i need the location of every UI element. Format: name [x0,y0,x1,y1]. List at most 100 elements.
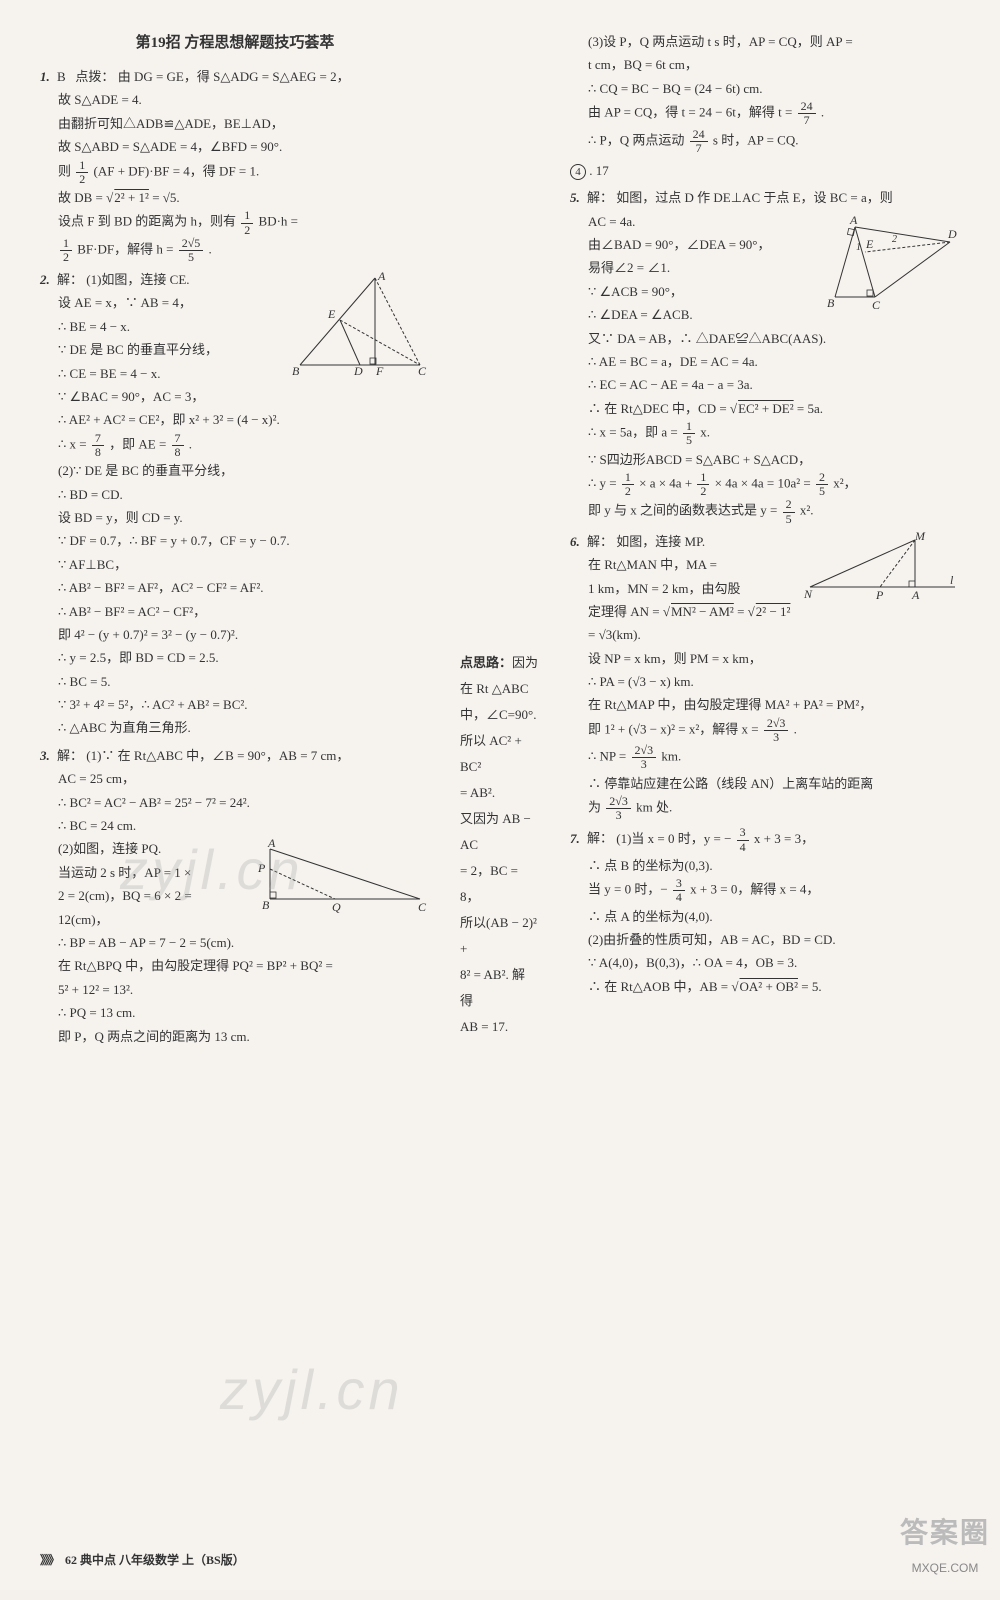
svg-text:P: P [257,861,266,875]
text: ∵ AF⊥BC， [40,553,430,576]
text: ∴ y = 12 × a × 4a + 12 × 4a × 4a = 10a² … [570,471,960,498]
text: 为 2√33 km 处. [570,795,960,822]
problem-3: 3. 解： (1)∵ 在 Rt△ABC 中，∠B = 90°，AB = 7 cm… [40,744,430,1048]
svg-text:1: 1 [856,242,861,253]
text: 即 1² + (√3 − x)² = x²，解得 x = 2√33 . [570,717,960,744]
text: ∴ EC = AC − AE = 4a − a = 3a. [570,373,960,396]
svg-text:l: l [950,573,954,587]
text: = AB². [460,780,540,806]
page-footer: 》》》 62 典中点 八年级数学 上（BS版） [40,1550,245,1572]
text: (2)由折叠的性质可知，AB = AC，BD = CD. [570,928,960,951]
text: ∴ AB² − BF² = AF²，AC² − CF² = AF². [40,576,430,599]
hint-label: 点拨： [75,69,114,84]
problem-5: 5. 解： 如图，过点 D 作 DE⊥AC 于点 E，设 BC = a，则 A [570,186,960,525]
problem-1: 1. B 点拨： 由 DG = GE，得 S△ADG = S△AEG = 2， … [40,65,430,264]
text: = 2，BC = 8， [460,858,540,910]
text: 设点 F 到 BD 的距离为 h，则有 12 BD·h = [40,209,430,236]
margin-notes: 点思路：因为 在 Rt △ABC 中，∠C=90°. 所以 AC² + BC² … [460,30,540,1052]
svg-text:E: E [865,237,874,251]
text: ∴ P，Q 两点运动 247 s 时，AP = CQ. [570,128,960,155]
text: (1)当 x = 0 时，y = − 34 x + 3 = 3， [616,831,814,846]
text: AC = 25 cm， [40,767,430,790]
svg-text:N: N [803,587,813,601]
text: ∵ S四边形ABCD = S△ABC + S△ACD， [570,448,960,471]
text: 即 4² − (y + 0.7)² = 3² − (y − 0.7)². [40,623,430,646]
text: ∴ 点 A 的坐标为(4,0). [570,905,960,928]
text: ∴ 在 Rt△DEC 中，CD = √EC² + DE² = 5a. [570,397,960,420]
text: 8² = AB². 解 得 [460,962,540,1014]
text: 又∵ DA = AB，∴ △DAE≌△ABC(AAS). [570,327,960,350]
text: ∴ 点 B 的坐标为(0,3). [570,854,960,877]
watermark: zyjl.cn [220,1340,404,1441]
svg-text:A: A [267,836,276,850]
text: ∴ AE² + AC² = CE²，即 x² + 3² = (4 − x)². [40,408,430,431]
svg-text:2: 2 [892,234,897,245]
problem-number: 2. [40,272,50,287]
svg-text:Q: Q [332,900,341,914]
text: AB = 17. [460,1014,540,1040]
solution-label: 解： [587,831,613,846]
solution-label: 解： [57,272,83,287]
text: ∴ PA = (√3 − x) km. [570,670,960,693]
left-column: 第19招 方程思想解题技巧荟萃 1. B 点拨： 由 DG = GE，得 S△A… [40,30,430,1052]
svg-text:C: C [418,900,427,914]
text: (1)如图，连接 CE. [86,272,189,287]
solution-label: 解： [587,534,613,549]
svg-text:D: D [353,364,363,378]
text: 即 P，Q 两点之间的距离为 13 cm. [40,1025,430,1048]
text: ∴ BD = CD. [40,483,430,506]
svg-text:A: A [377,269,386,283]
text: 如图，连接 MP. [616,534,705,549]
text: 故 DB = √2² + 1² = √5. [40,186,430,209]
text: 即 y 与 x 之间的函数表达式是 y = 25 x². [570,498,960,525]
text: 则 12 (AF + DF)·BF = 4，得 DF = 1. [40,159,430,186]
svg-text:B: B [292,364,300,378]
logo-url: MXQE.COM [900,1558,990,1580]
answer-letter: B [57,69,66,84]
problem-number: 4 [570,164,586,180]
text: (3)设 P，Q 两点运动 t s 时，AP = CQ，则 AP = [570,30,960,53]
answer-value: . 17 [589,163,609,178]
footer-label: 典中点 八年级数学 上（BS版） [80,1553,245,1567]
problem-number: 1. [40,69,50,84]
text: 12 BF·DF，解得 h = 2√55 . [40,237,430,264]
text: (1)∵ 在 Rt△ABC 中，∠B = 90°，AB = 7 cm， [86,748,349,763]
problem-2: 2. 解： (1)如图，连接 CE. A B C [40,268,430,740]
text: 故 S△ABD = S△ADE = 4，∠BFD = 90°. [40,135,430,158]
text: 在 Rt△BPQ 中，由勾股定理得 PQ² = BP² + BQ² = [40,954,430,977]
problem-7: 7. 解： (1)当 x = 0 时，y = − 34 x + 3 = 3， ∴… [570,826,960,998]
text: 由翻折可知△ADB≌△ADE，BE⊥AD， [40,112,430,135]
logo-text: 答案圈 [900,1508,990,1558]
footer-arrows-icon: 》》》 [40,1553,58,1567]
note-heading: 点思路： [460,655,512,670]
svg-text:A: A [849,213,858,227]
text: 由 DG = GE，得 S△ADG = S△AEG = 2， [118,69,350,84]
svg-text:C: C [872,298,881,312]
text: ∵ ∠BAC = 90°，AC = 3， [40,385,430,408]
figure-triangle-3: A P B Q C [250,839,430,921]
text: 设 NP = x km，则 PM = x km， [570,647,960,670]
text: 5² + 12² = 13². [40,978,430,1001]
figure-triangle-5: A B C D E 1 2 [820,212,960,319]
text: ∴ BC = 24 cm. [40,814,430,837]
text: 所以(AB − 2)² + [460,910,540,962]
text: 中，∠C=90°. [460,702,540,728]
text: 如图，过点 D 作 DE⊥AC 于点 E，设 BC = a，则 [616,190,893,205]
problem-number: 5. [570,190,580,205]
text: t cm，BQ = 6t cm， [570,53,960,76]
svg-text:A: A [911,588,920,602]
text: ∴ 停靠站应建在公路（线段 AN）上离车站的距离 [570,772,960,795]
svg-text:B: B [827,296,835,310]
text: ∵ A(4,0)，B(0,3)，∴ OA = 4，OB = 3. [570,951,960,974]
svg-text:F: F [375,364,384,378]
text: 故 S△ADE = 4. [40,88,430,111]
problem-3-continued: (3)设 P，Q 两点运动 t s 时，AP = CQ，则 AP = t cm，… [570,30,960,155]
text: 在 Rt △ABC [460,676,540,702]
svg-text:E: E [327,307,336,321]
text: 又因为 AB − AC [460,806,540,858]
text: 由 AP = CQ，得 t = 24 − 6t，解得 t = 247 . [570,100,960,127]
svg-text:C: C [418,364,427,378]
page-number: 62 [65,1553,77,1567]
problem-number: 7. [570,831,580,846]
svg-text:D: D [947,227,957,241]
